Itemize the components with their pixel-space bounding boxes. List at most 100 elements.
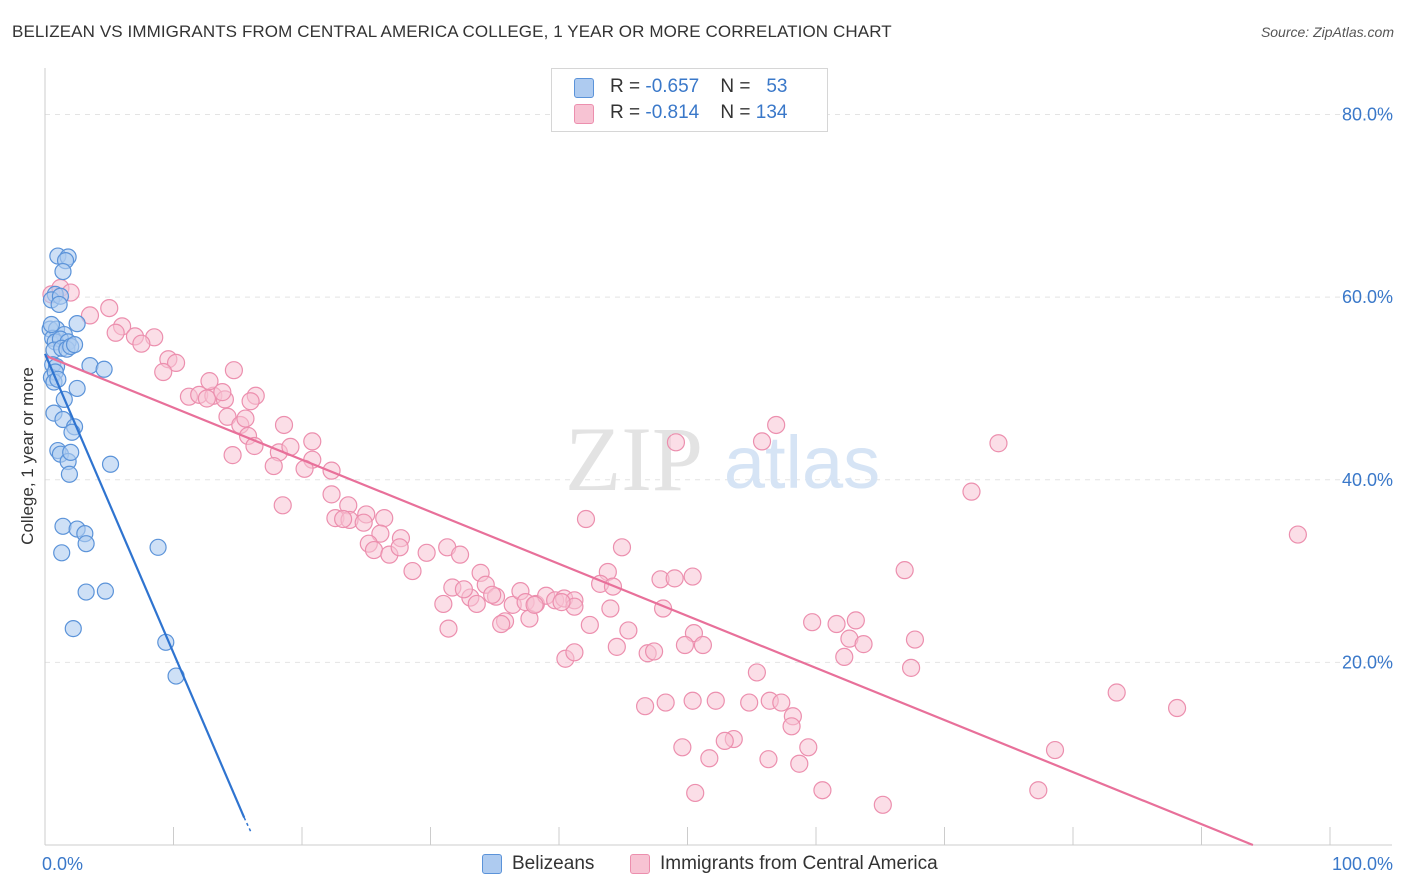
y-axis-title: College, 1 year or more bbox=[18, 367, 37, 545]
belizean-point bbox=[54, 517, 72, 535]
x-tick-label: 0.0% bbox=[42, 854, 83, 874]
belizean-point bbox=[68, 379, 86, 398]
immigrant-point bbox=[1288, 525, 1307, 544]
immigrant-point bbox=[200, 372, 219, 391]
legend-row-text: R = -0.657 N = 53 bbox=[610, 76, 787, 98]
immigrant-point bbox=[483, 585, 502, 604]
immigrant-point bbox=[772, 693, 791, 712]
immigrant-point bbox=[989, 434, 1008, 453]
immigrant-point bbox=[241, 392, 260, 411]
immigrant-point bbox=[895, 561, 914, 580]
immigrant-point bbox=[322, 485, 341, 504]
belizean-point bbox=[96, 582, 114, 600]
immigrant-point bbox=[467, 594, 486, 614]
immigrant-point bbox=[813, 781, 832, 800]
legend-label: Belizeans bbox=[512, 853, 595, 874]
immigrant-point bbox=[1167, 698, 1187, 718]
immigrant-point bbox=[552, 593, 571, 612]
immigrant-point bbox=[767, 415, 786, 435]
immigrant-point bbox=[675, 635, 695, 655]
chart-title: BELIZEAN VS IMMIGRANTS FROM CENTRAL AMER… bbox=[12, 22, 892, 41]
y-tick-labels: 20.0% 40.0% 60.0% 80.0% bbox=[1342, 105, 1393, 673]
immigrant-point bbox=[873, 795, 892, 814]
immigrant-point bbox=[273, 496, 292, 515]
belizean-point bbox=[95, 360, 113, 378]
immigrant-point bbox=[683, 567, 702, 586]
immigrant-point bbox=[576, 509, 596, 529]
r-label: R = bbox=[610, 76, 646, 97]
belizean-point bbox=[42, 315, 61, 334]
n-value: 53 bbox=[766, 76, 788, 97]
immigrant-point bbox=[132, 334, 151, 353]
immigrant-point bbox=[565, 643, 584, 662]
belizean-point bbox=[53, 544, 71, 562]
r-value: -0.657 bbox=[645, 76, 700, 97]
immigrant-point bbox=[417, 543, 436, 562]
immigrant-point bbox=[166, 353, 186, 372]
immigrant-point bbox=[635, 697, 655, 716]
immigrant-point bbox=[759, 750, 778, 769]
belizean-point bbox=[68, 315, 86, 333]
immigrant-point bbox=[100, 299, 119, 318]
y-tick-label: 60.0% bbox=[1342, 287, 1393, 307]
immigrant-point bbox=[700, 749, 719, 768]
immigrant-point bbox=[693, 635, 713, 655]
belizean-swatch bbox=[482, 854, 502, 874]
belizean-point bbox=[149, 538, 167, 556]
correlation-legend: R = -0.657 N = 53 R = -0.814 N = 134 bbox=[551, 68, 828, 132]
immigrant-point bbox=[706, 691, 725, 710]
immigrant-point bbox=[901, 658, 921, 677]
immigrant-point bbox=[525, 595, 544, 614]
belizean-point bbox=[77, 535, 95, 553]
immigrant-point bbox=[656, 693, 675, 712]
y-tick-label: 40.0% bbox=[1342, 470, 1393, 490]
immigrant-points bbox=[42, 278, 1307, 814]
immigrant-point bbox=[752, 432, 772, 451]
immigrant-point bbox=[619, 621, 638, 640]
immigrant-point bbox=[846, 611, 865, 630]
immigrant-point bbox=[303, 432, 322, 451]
belizean-swatch bbox=[574, 78, 594, 98]
immigrant-point bbox=[390, 538, 409, 557]
belizean-point bbox=[64, 619, 82, 638]
immigrant-point bbox=[492, 614, 511, 634]
belizean-point bbox=[60, 465, 79, 483]
watermark-zip: ZIP bbox=[565, 408, 703, 510]
immigrant-point bbox=[962, 482, 981, 501]
x-tick-labels: 0.0% 100.0% bbox=[42, 854, 1393, 874]
immigrant-point bbox=[686, 783, 705, 803]
immigrant-point bbox=[803, 613, 822, 632]
immigrant-point bbox=[439, 619, 458, 638]
immigrant-point bbox=[782, 717, 801, 736]
immigrant-point bbox=[740, 693, 759, 712]
immigrant-point bbox=[601, 599, 620, 618]
immigrant-point bbox=[612, 538, 632, 557]
belizean-point bbox=[54, 262, 72, 281]
immigrant-point bbox=[854, 635, 873, 654]
watermark-atlas: atlas bbox=[724, 421, 880, 504]
immigrant-point bbox=[1107, 683, 1126, 702]
immigrant-point bbox=[197, 389, 217, 408]
immigrant-point bbox=[364, 540, 384, 560]
immigrant-point bbox=[580, 615, 599, 635]
axes bbox=[44, 68, 1392, 846]
belizean-point bbox=[77, 583, 95, 601]
immigrant-point bbox=[666, 433, 686, 452]
y-tick-label: 80.0% bbox=[1342, 105, 1393, 125]
n-label: N = bbox=[720, 76, 756, 97]
immigrant-point bbox=[835, 647, 854, 667]
immigrant-point bbox=[371, 524, 390, 543]
x-tick-label: 100.0% bbox=[1332, 854, 1393, 874]
immigrant-point bbox=[715, 731, 734, 751]
immigrant-point bbox=[790, 754, 809, 773]
immigrant-point bbox=[264, 456, 283, 476]
source-label: Source: ZipAtlas.com bbox=[1260, 24, 1394, 40]
legend-label: Immigrants from Central America bbox=[660, 853, 938, 874]
immigrant-point bbox=[644, 642, 664, 661]
immigrant-point bbox=[607, 637, 626, 656]
immigrant-point bbox=[434, 594, 453, 614]
immigrant-point bbox=[236, 409, 255, 428]
belizean-point bbox=[65, 336, 84, 354]
immigrant-point bbox=[673, 738, 692, 757]
